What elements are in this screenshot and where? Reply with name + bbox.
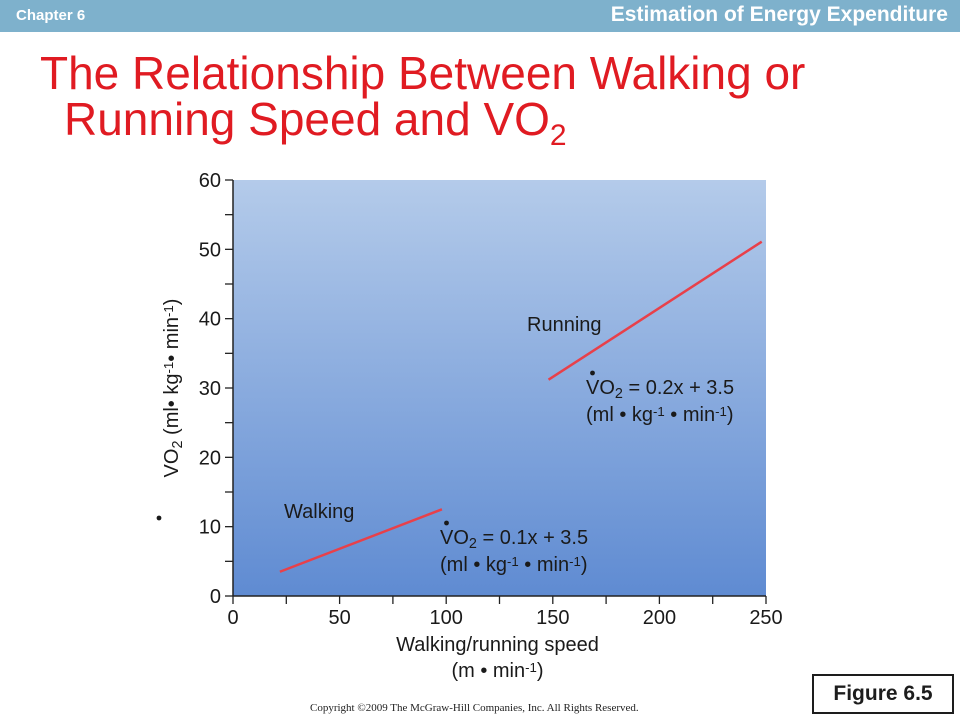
walking-line xyxy=(279,508,443,573)
y-axis-title: VO2 (ml• kg-1• min-1) xyxy=(161,299,186,478)
y-tick-label: 20 xyxy=(199,447,221,469)
y-axis-title-group: VO2 (ml• kg-1• min-1) xyxy=(156,299,186,521)
y-tick-label: 60 xyxy=(199,170,221,192)
x-tick-label: 200 xyxy=(643,607,676,629)
x-axis-title: Walking/running speed xyxy=(396,634,599,656)
copyright-text: Copyright ©2009 The McGraw-Hill Companie… xyxy=(310,702,639,714)
x-axis-units: (m • min-1) xyxy=(451,660,543,682)
header-bar: Chapter 6 Estimation of Energy Expenditu… xyxy=(0,0,960,32)
running-label: Running xyxy=(527,314,602,336)
title-subscript: 2 xyxy=(549,119,567,152)
title-line-2: Running Speed and VO xyxy=(64,93,550,145)
x-tick-label: 150 xyxy=(536,607,569,629)
walking-equation: VO2 = 0.1x + 3.5 xyxy=(440,527,588,552)
figure-label: Figure 6.5 xyxy=(812,674,954,714)
y-tick-label: 50 xyxy=(199,239,221,261)
running-equation-dot-mark xyxy=(590,370,595,376)
walking-equation-dot-mark xyxy=(444,520,449,526)
x-tick-label: 100 xyxy=(430,607,463,629)
running-equation: VO2 = 0.2x + 3.5 xyxy=(586,377,734,402)
x-tick-label: 0 xyxy=(227,607,238,629)
y-axis-dot-mark xyxy=(156,515,162,521)
walking-equation-units: (ml • kg-1 • min-1) xyxy=(440,554,588,576)
plot-area xyxy=(233,180,766,596)
x-tick-label: 50 xyxy=(328,607,350,629)
running-line xyxy=(547,240,763,381)
running-equation-units: (ml • kg-1 • min-1) xyxy=(586,404,734,426)
y-tick-label: 30 xyxy=(199,378,221,400)
chapter-label: Chapter 6 xyxy=(16,7,86,24)
y-tick-label: 0 xyxy=(210,586,221,608)
y-tick-label: 10 xyxy=(199,517,221,539)
section-title: Estimation of Energy Expenditure xyxy=(610,3,948,26)
title-line-1: The Relationship Between Walking or xyxy=(40,47,806,99)
x-tick-label: 250 xyxy=(749,607,782,629)
title-line-2-wrap: Running Speed and VO2 xyxy=(64,93,940,151)
y-tick-label: 40 xyxy=(199,309,221,331)
slide-title: The Relationship Between Walking or Runn… xyxy=(40,47,940,151)
walking-label: Walking xyxy=(284,501,354,523)
